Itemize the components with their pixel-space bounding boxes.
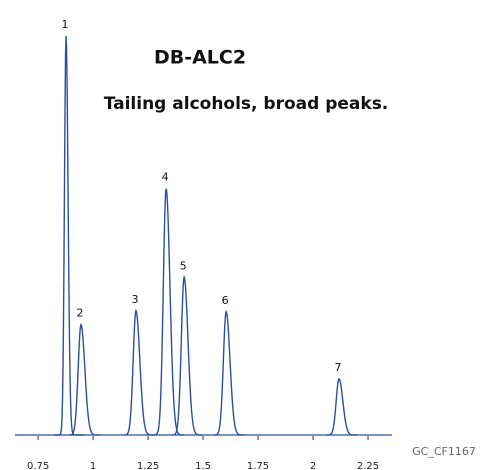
chart-title: DB-ALC2	[154, 47, 246, 69]
x-tick-label: 1.75	[247, 461, 269, 470]
x-tick-label: 1.25	[137, 461, 159, 470]
peak	[54, 35, 85, 436]
peak-label: 1	[62, 18, 69, 31]
peak	[326, 377, 357, 436]
x-tick-label: 1.5	[195, 461, 211, 470]
x-tick-label: 0.75	[27, 461, 49, 470]
peak	[214, 309, 245, 436]
peak-label: 2	[76, 307, 83, 320]
peak-label: 4	[162, 171, 169, 184]
x-tick-label: 2.25	[357, 461, 379, 470]
chart-subtitle: Tailing alcohols, broad peaks.	[104, 94, 389, 114]
peak-label: 7	[334, 361, 341, 374]
figure-code: GC_CF1167	[412, 445, 476, 458]
peak-label: 5	[180, 259, 187, 272]
peak	[123, 308, 154, 436]
peak	[68, 322, 99, 436]
x-tick-label: 1	[90, 461, 96, 470]
peak-label: 3	[131, 293, 138, 306]
peak	[154, 188, 185, 436]
x-tick-label: 2	[310, 461, 316, 470]
peak	[172, 274, 203, 436]
peak-label: 6	[222, 294, 229, 307]
